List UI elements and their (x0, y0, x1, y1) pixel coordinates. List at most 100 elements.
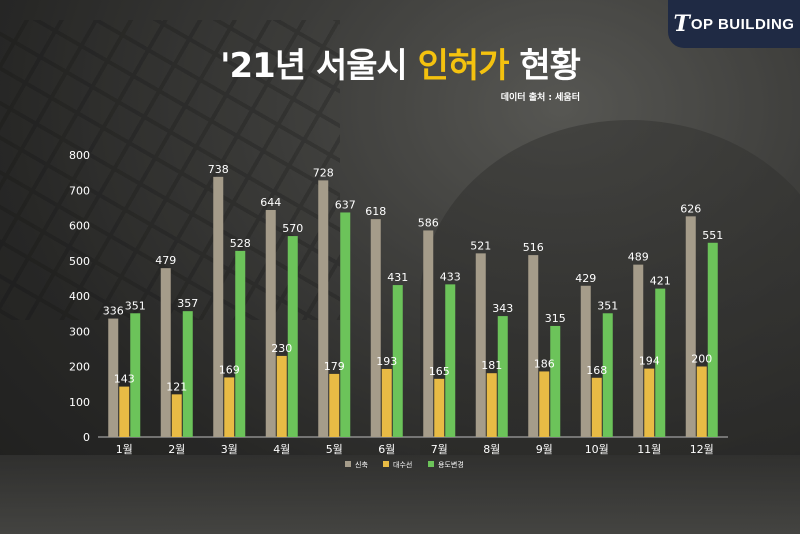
y-tick-label: 0 (83, 431, 90, 444)
title-highlight: 인허가 (417, 46, 510, 86)
x-tick-label: 10월 (585, 443, 609, 456)
bar-대수선-1월 (119, 386, 130, 437)
data-label: 165 (429, 365, 450, 378)
bar-대수선-9월 (539, 371, 550, 437)
y-tick-label: 600 (69, 220, 90, 233)
bar-대수선-7월 (434, 378, 445, 437)
data-label: 528 (230, 237, 251, 250)
legend-label: 대수선 (393, 460, 412, 469)
bar-대수선-8월 (486, 373, 497, 437)
data-label: 336 (103, 305, 124, 318)
bar-신축-8월 (475, 253, 486, 437)
bar-신축-4월 (265, 209, 276, 437)
data-label: 357 (177, 297, 198, 310)
data-label: 343 (492, 302, 513, 315)
data-label: 618 (365, 205, 386, 218)
data-label: 433 (440, 270, 461, 283)
data-label: 315 (545, 312, 566, 325)
x-tick-label: 9월 (536, 443, 553, 456)
bar-신축-6월 (370, 219, 381, 437)
data-label: 521 (470, 239, 491, 252)
data-label: 186 (534, 357, 555, 370)
data-label: 738 (208, 163, 229, 176)
bar-용도변경-8월 (497, 316, 508, 437)
data-label: 200 (691, 353, 712, 366)
data-label: 230 (271, 342, 292, 355)
bar-대수선-5월 (329, 373, 340, 437)
y-tick-label: 200 (69, 361, 90, 374)
data-label: 637 (335, 198, 356, 211)
data-label: 168 (586, 364, 607, 377)
bar-용도변경-11월 (655, 288, 666, 437)
data-label: 586 (418, 216, 439, 229)
legend-swatch (345, 461, 351, 467)
bar-신축-9월 (528, 255, 539, 437)
data-label: 429 (575, 272, 596, 285)
bar-대수선-11월 (644, 368, 655, 437)
data-label: 489 (628, 251, 649, 264)
bar-용도변경-7월 (445, 284, 456, 437)
bar-신축-7월 (423, 230, 434, 437)
legend-swatch (428, 461, 434, 467)
y-tick-label: 100 (69, 396, 90, 409)
bar-신축-10월 (580, 285, 591, 437)
legend-swatch (383, 461, 389, 467)
x-tick-label: 7월 (431, 443, 448, 456)
bar-신축-3월 (213, 176, 224, 438)
bar-신축-12월 (685, 216, 696, 437)
bar-용도변경-4월 (287, 236, 298, 437)
data-label: 351 (125, 299, 146, 312)
bar-용도변경-6월 (392, 285, 403, 437)
bar-신축-2월 (160, 268, 171, 437)
data-label: 551 (702, 229, 723, 242)
bar-용도변경-1월 (130, 313, 141, 437)
background-ground (0, 455, 800, 534)
bar-신축-11월 (633, 264, 644, 437)
x-tick-label: 4월 (273, 443, 290, 456)
bar-대수선-3월 (224, 377, 235, 437)
bar-신축-5월 (318, 180, 329, 437)
bar-용도변경-9월 (550, 325, 561, 437)
bar-대수선-4월 (276, 355, 287, 437)
x-tick-label: 11월 (637, 443, 661, 456)
title-suffix: 현황 (508, 46, 581, 86)
y-tick-label: 300 (69, 325, 90, 338)
data-label: 421 (650, 275, 671, 288)
x-tick-label: 12월 (690, 443, 714, 456)
bar-신축-1월 (108, 318, 119, 437)
brand-logo[interactable]: T OP BUILDING (668, 0, 800, 48)
logo-wordmark: OP BUILDING (690, 15, 795, 33)
logo-initial: T (673, 11, 690, 37)
data-label: 728 (313, 166, 334, 179)
data-label: 181 (481, 359, 502, 372)
data-label: 570 (282, 222, 303, 235)
x-tick-label: 1월 (116, 443, 133, 456)
chart-title: '21년 서울시 인허가 현황 (0, 38, 800, 87)
bar-용도변경-3월 (235, 250, 246, 437)
bar-대수선-2월 (171, 394, 182, 437)
bar-대수선-6월 (381, 368, 392, 437)
legend-label: 용도변경 (438, 460, 464, 469)
y-tick-label: 500 (69, 255, 90, 268)
y-tick-label: 400 (69, 290, 90, 303)
data-label: 479 (155, 254, 176, 267)
x-tick-label: 6월 (378, 443, 395, 456)
x-tick-label: 5월 (326, 443, 343, 456)
data-label: 626 (680, 202, 701, 215)
data-label: 431 (387, 271, 408, 284)
bar-용도변경-2월 (182, 311, 193, 437)
data-label: 143 (114, 373, 135, 386)
data-label: 351 (597, 299, 618, 312)
data-label: 121 (166, 380, 187, 393)
bar-대수선-10월 (591, 377, 602, 437)
bar-용도변경-5월 (340, 212, 351, 437)
data-label: 194 (639, 355, 660, 368)
y-tick-label: 700 (69, 184, 90, 197)
data-label: 516 (523, 241, 544, 254)
x-tick-label: 8월 (483, 443, 500, 456)
data-label: 169 (219, 363, 240, 376)
data-label: 193 (376, 355, 397, 368)
